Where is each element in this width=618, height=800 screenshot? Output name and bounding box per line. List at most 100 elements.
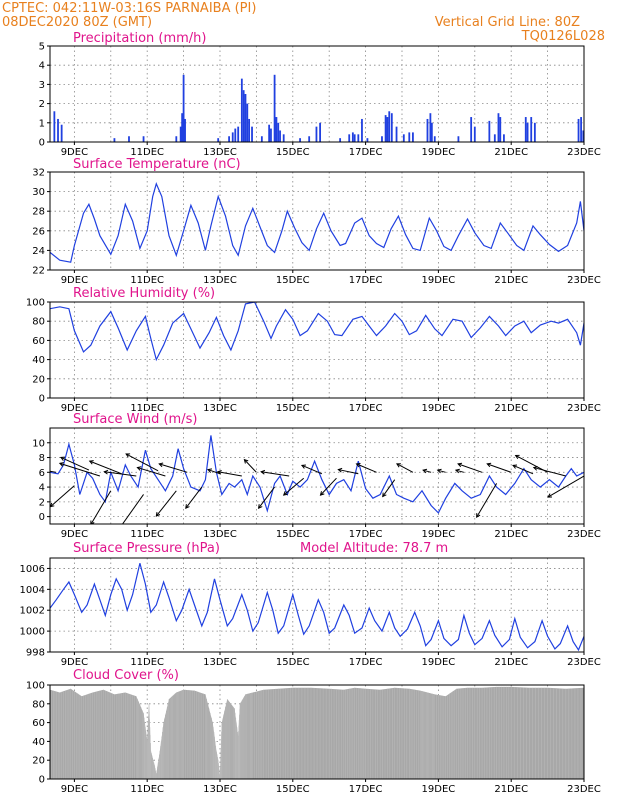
y-tick-label: 5 <box>39 42 45 53</box>
y-tick-label: 0 <box>39 138 45 149</box>
wind-vector <box>155 490 177 517</box>
x-tick-label: 17DEC <box>349 529 383 540</box>
grid-line-note: Vertical Grid Line: 80Z <box>435 15 580 30</box>
precip-bar <box>497 113 500 142</box>
x-tick-label: 11DEC <box>130 784 164 795</box>
wind-vector <box>244 459 257 473</box>
precip-bar <box>470 117 473 142</box>
x-tick-label: 13DEC <box>203 275 237 286</box>
precip-bar <box>240 78 243 142</box>
wind-vector-head <box>58 462 64 467</box>
x-tick-label: 9DEC <box>61 529 88 540</box>
precip-bar <box>184 118 186 142</box>
wind-vector <box>50 470 57 473</box>
x-tick-label: 23DEC <box>567 784 601 795</box>
x-tick-label: 15DEC <box>276 403 310 414</box>
wind-vector <box>217 471 242 477</box>
precip-bar <box>308 136 311 142</box>
x-tick-label: 13DEC <box>203 403 237 414</box>
wind-vector-head <box>216 470 222 475</box>
precip-bar <box>408 132 411 142</box>
wind-vector <box>89 460 122 475</box>
precip-bar <box>228 136 230 142</box>
precip-bar <box>503 134 505 142</box>
x-tick-label: 15DEC <box>276 657 310 668</box>
y-tick-label: 80 <box>32 317 45 328</box>
x-tick-label: 17DEC <box>349 403 383 414</box>
wind-vector <box>261 471 290 477</box>
wind-vector <box>396 463 414 473</box>
x-tick-label: 15DEC <box>276 529 310 540</box>
wind-vector-head <box>103 469 109 475</box>
x-tick-label: 21DEC <box>494 147 528 158</box>
x-tick-label: 21DEC <box>494 403 528 414</box>
y-tick-label: 40 <box>32 737 45 748</box>
panel-frame <box>49 684 585 780</box>
wind-vector-head <box>319 491 325 496</box>
precip-bar <box>277 122 280 142</box>
model-code: TQ0126L028 <box>521 29 605 44</box>
wind-vector-head <box>476 513 481 519</box>
wind-vector-head <box>395 463 401 468</box>
x-tick-label: 21DEC <box>494 275 528 286</box>
wind-vector <box>547 475 584 498</box>
y-tick-label: 30 <box>32 187 45 198</box>
wind-vector-head <box>337 467 343 473</box>
precip-bar <box>473 126 476 142</box>
y-tick-label: 100 <box>26 298 45 309</box>
precip-bar <box>530 117 533 142</box>
wind-vector <box>437 469 446 473</box>
precip-bar <box>499 117 502 142</box>
precip-bar <box>533 122 536 142</box>
panel-4: Surface Wind (m/s) 0 2 4 6 8 10 9DEC 11DEC 13DEC 1… <box>32 412 601 540</box>
precip-bar <box>526 122 529 142</box>
wind-vector <box>207 469 221 475</box>
plot-area <box>50 435 584 524</box>
panel-frame <box>49 301 585 399</box>
y-tick-label: 26 <box>32 226 45 237</box>
x-tick-label: 13DEC <box>203 529 237 540</box>
panel-frame <box>49 427 585 525</box>
panel-title: Cloud Cover (%) <box>73 668 179 683</box>
series-line <box>50 302 584 362</box>
wind-vector <box>382 479 396 497</box>
x-tick-label: 17DEC <box>349 784 383 795</box>
x-tick-label: 13DEC <box>203 147 237 158</box>
x-tick-label: 13DEC <box>203 657 237 668</box>
precip-bar <box>273 74 276 142</box>
precip-bar <box>282 134 285 142</box>
y-tick-label: 40 <box>32 355 45 366</box>
precip-bar <box>351 132 354 142</box>
precip-bar <box>244 94 247 142</box>
x-tick-label: 23DEC <box>567 529 601 540</box>
precip-bar <box>242 90 245 142</box>
x-tick-label: 9DEC <box>61 403 88 414</box>
panel-title: Relative Humidity (%) <box>73 286 215 301</box>
wind-vector <box>533 467 566 477</box>
precip-bar <box>260 136 263 142</box>
precip-bar <box>577 118 580 142</box>
panel-2: Surface Temperature (nC) 22 24 26 28 30 32 9DEC… <box>32 157 601 286</box>
x-tick-label: 11DEC <box>130 529 164 540</box>
y-tick-label: 32 <box>32 168 45 179</box>
wind-vector-head <box>185 504 190 510</box>
x-tick-label: 17DEC <box>349 657 383 668</box>
wind-vector <box>283 477 305 496</box>
precip-bar <box>580 117 582 142</box>
precip-bar <box>179 126 182 142</box>
x-tick-label: 17DEC <box>349 147 383 158</box>
panel-title: Surface Pressure (hPa) <box>73 541 220 556</box>
panel-frame <box>49 45 585 143</box>
y-tick-label: 10 <box>32 438 45 449</box>
station-header: CPTEC: 042:11W-03:16S PARNAIBA (PI) <box>2 1 256 16</box>
plot-area <box>50 563 584 652</box>
x-tick-label: 13DEC <box>203 784 237 795</box>
precip-bar <box>582 130 584 142</box>
x-tick-label: 11DEC <box>130 403 164 414</box>
precip-bar <box>319 122 321 142</box>
wind-vector <box>356 463 377 473</box>
precip-bar <box>231 132 234 142</box>
y-tick-label: 1002 <box>20 606 45 617</box>
x-tick-label: 23DEC <box>567 275 601 286</box>
